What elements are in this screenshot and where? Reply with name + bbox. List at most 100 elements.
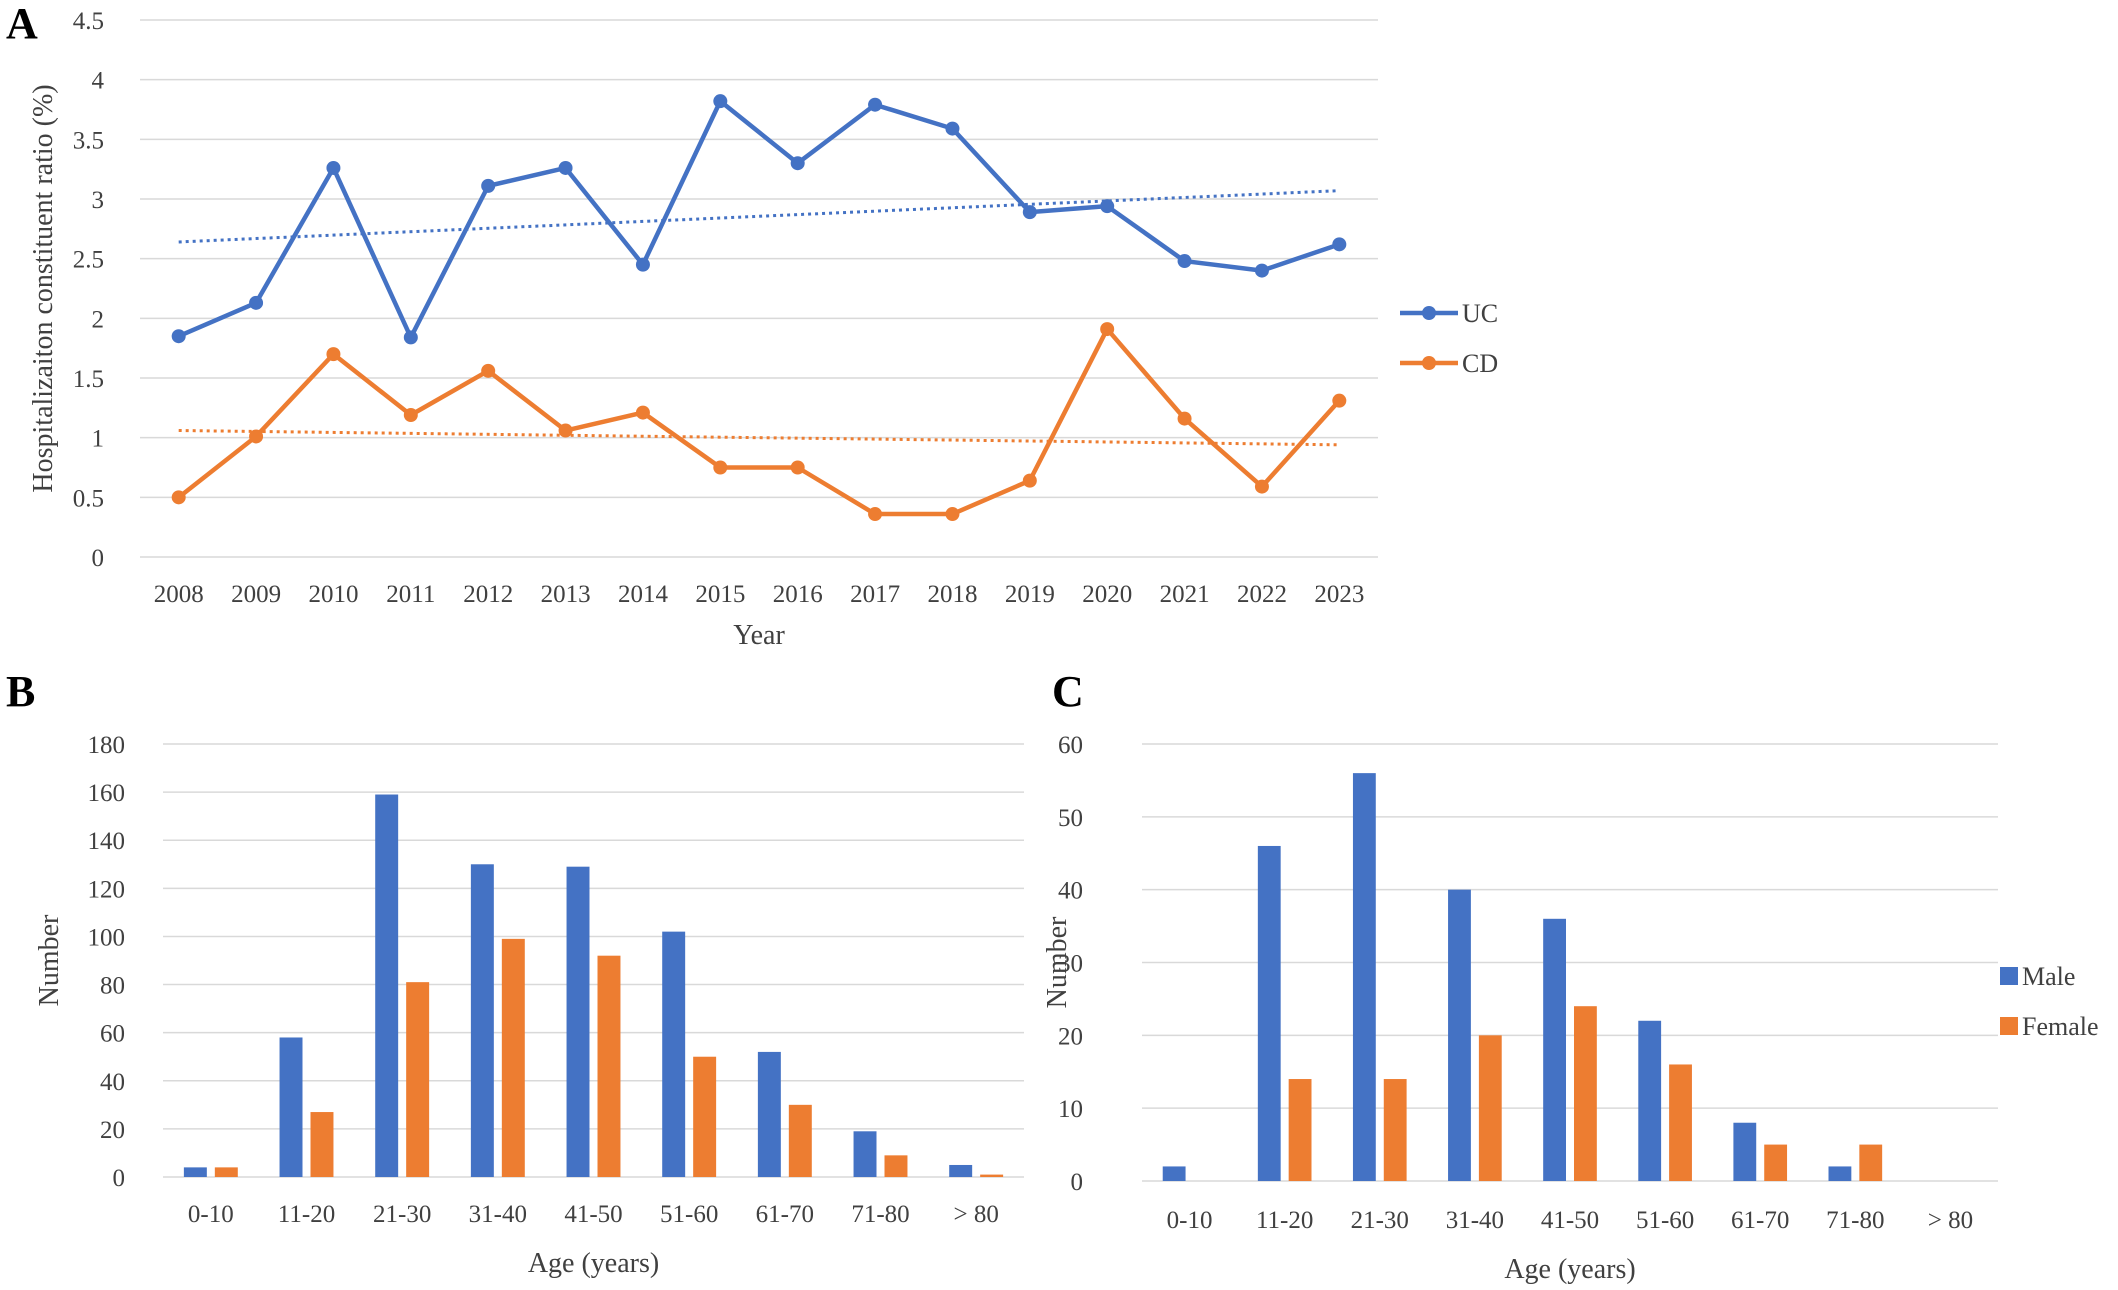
data-point <box>945 121 960 136</box>
y-tick-label: 40 <box>1058 878 1083 905</box>
y-tick-label: 100 <box>88 924 126 951</box>
bar <box>566 866 590 1177</box>
x-tick-label: 2015 <box>695 581 745 608</box>
x-tick-label: > 80 <box>953 1201 998 1228</box>
bar <box>884 1155 908 1177</box>
y-tick-label: 60 <box>100 1021 125 1048</box>
x-tick-label: 61-70 <box>1731 1207 1789 1234</box>
x-tick-label: 2021 <box>1160 581 1210 608</box>
x-tick-label: 31-40 <box>1446 1207 1504 1234</box>
legend-swatch-male <box>2000 967 2018 985</box>
x-tick-label: 2010 <box>308 581 358 608</box>
x-tick-label: 2018 <box>927 581 977 608</box>
y-axis-title: Number <box>34 914 65 1006</box>
x-tick-label: 11-20 <box>278 1201 335 1228</box>
data-point <box>1332 393 1347 408</box>
data-point <box>171 329 186 344</box>
x-tick-label: 71-80 <box>1826 1207 1884 1234</box>
y-tick-label: 160 <box>88 780 126 807</box>
bar <box>501 938 525 1177</box>
bar <box>980 1174 1004 1177</box>
y-tick-label: 10 <box>1058 1096 1083 1123</box>
bar <box>1383 1079 1407 1181</box>
data-point <box>1177 411 1192 426</box>
bar <box>949 1164 973 1177</box>
data-point <box>713 94 728 109</box>
data-point <box>1022 473 1037 488</box>
x-tick-label: 71-80 <box>851 1201 909 1228</box>
bar <box>1257 845 1281 1181</box>
x-tick-label: 51-60 <box>1636 1207 1694 1234</box>
legend-swatch-female <box>2000 1017 2018 1035</box>
data-point <box>326 347 341 362</box>
x-tick-label: 2009 <box>231 581 281 608</box>
x-tick-label: 0-10 <box>1167 1207 1213 1234</box>
data-point <box>1177 254 1192 269</box>
data-point <box>558 423 573 438</box>
y-tick-label: 140 <box>88 828 126 855</box>
y-tick-label: 2.5 <box>73 247 104 274</box>
legend-label-uc: UC <box>1462 299 1498 328</box>
data-point <box>481 178 496 193</box>
bar <box>279 1037 303 1177</box>
line-chart-a: 0 0.5 1 1.5 2 2.5 3 3.5 4 4.5 2008 2009 2010 2011 2012… <box>28 8 1498 651</box>
y-tick-label: 20 <box>100 1117 125 1144</box>
x-tick-label: 2023 <box>1314 581 1364 608</box>
x-tick-label: > 80 <box>1928 1207 1973 1234</box>
bar <box>1764 1144 1788 1181</box>
legend-label-cd: CD <box>1462 349 1498 378</box>
series-line-cd <box>177 326 1341 517</box>
y-axis-title: Number <box>1042 916 1073 1008</box>
data-point <box>790 460 805 475</box>
data-point <box>1332 237 1347 252</box>
y-tick-label: 30 <box>1058 951 1083 978</box>
x-tick-label: 21-30 <box>373 1201 431 1228</box>
x-tick-label: 2020 <box>1082 581 1132 608</box>
bar <box>1574 1006 1597 1181</box>
legend-label-male: Male <box>2022 962 2075 991</box>
legend-marker-uc <box>1422 306 1436 320</box>
bar <box>1162 1166 1186 1181</box>
x-tick-label: 2012 <box>463 581 513 608</box>
x-tick-label: 11-20 <box>1256 1207 1313 1234</box>
x-axis-title: Age (years) <box>528 1248 659 1279</box>
bar <box>214 1167 238 1177</box>
y-tick-label: 80 <box>100 973 125 1000</box>
x-tick-label: 51-60 <box>660 1201 718 1228</box>
bar <box>470 864 494 1177</box>
y-tick-label: 3.5 <box>73 127 104 154</box>
bar <box>1638 1020 1662 1181</box>
bar <box>693 1056 717 1177</box>
data-point <box>713 460 728 475</box>
y-tick-label: 0 <box>1071 1169 1084 1196</box>
x-tick-label: 21-30 <box>1351 1207 1409 1234</box>
bar <box>1733 1122 1757 1181</box>
bar <box>757 1051 781 1177</box>
x-tick-label: 2022 <box>1237 581 1287 608</box>
x-tick-label: 2011 <box>386 581 435 608</box>
data-point <box>868 507 883 522</box>
x-tick-label: 2016 <box>773 581 823 608</box>
y-tick-label: 20 <box>1058 1023 1083 1050</box>
y-tick-label: 4 <box>92 68 105 95</box>
x-tick-label: 61-70 <box>756 1201 814 1228</box>
bar <box>1352 773 1376 1181</box>
x-tick-label: 31-40 <box>469 1201 527 1228</box>
data-point <box>249 295 264 310</box>
y-tick-label: 60 <box>1058 732 1083 759</box>
bar <box>662 931 686 1177</box>
y-tick-label: 2 <box>92 306 105 333</box>
bar <box>1288 1079 1312 1181</box>
data-point <box>635 405 650 420</box>
bar <box>1543 918 1566 1181</box>
legend-marker-cd <box>1422 356 1436 370</box>
bar <box>853 1131 877 1177</box>
bar <box>406 982 430 1177</box>
data-point <box>403 407 418 422</box>
y-tick-label: 0 <box>92 545 105 572</box>
bar <box>183 1167 207 1177</box>
bar-chart-b: 0 20 40 60 80 100 120 140 160 180 0-10 11-20 21-30 31… <box>34 732 1024 1279</box>
legend-label-female: Female <box>2022 1012 2099 1041</box>
x-tick-label: 2019 <box>1005 581 1055 608</box>
